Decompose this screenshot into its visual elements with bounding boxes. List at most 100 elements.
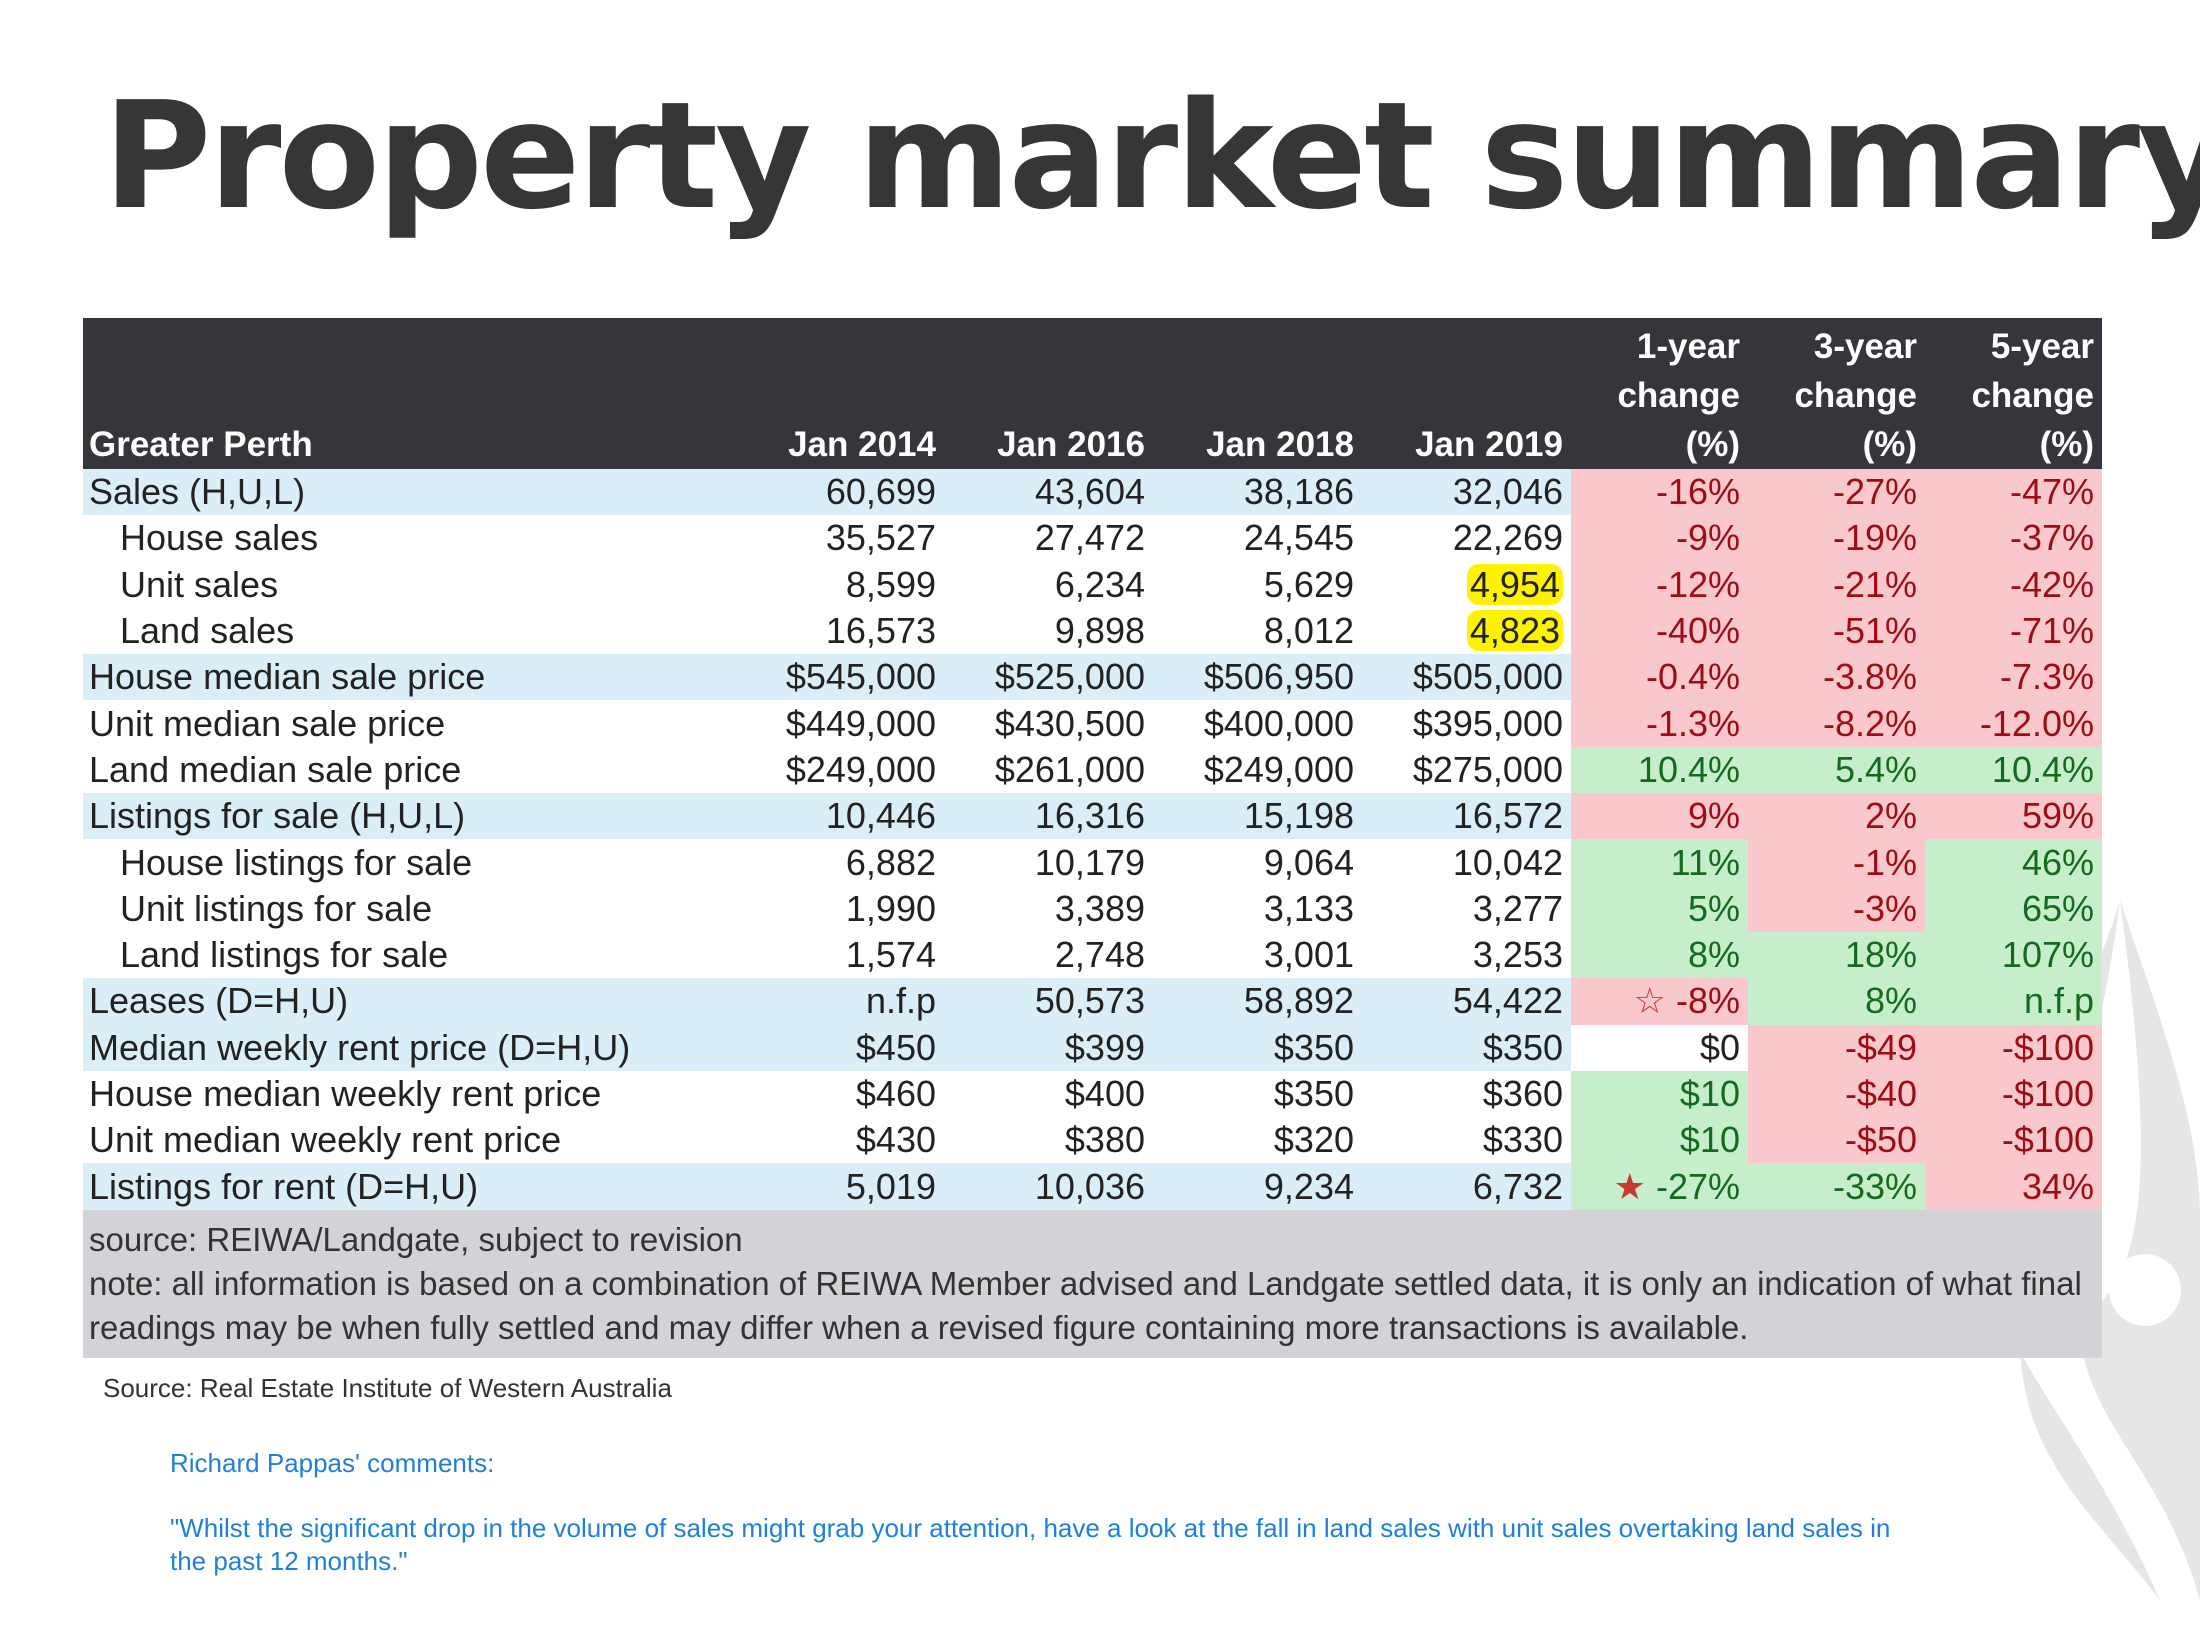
row-label: Listings for sale (H,U,L) (83, 793, 735, 840)
value-cell: 58,892 (1153, 978, 1362, 1025)
value-cell: $450 (735, 1024, 944, 1071)
table-row: House listings for sale 6,882 10,179 9,064 1… (83, 839, 2102, 886)
change-cell: -7.3% (1925, 654, 2102, 701)
change-cell: 18% (1748, 931, 1925, 979)
change-cell: 34% (1925, 1163, 2102, 1210)
column-header: Jan 2016 (944, 318, 1153, 469)
value-cell: 10,179 (1034, 841, 1145, 883)
change-value: -27% (1655, 1165, 1740, 1207)
value-cell: 10,036 (944, 1163, 1153, 1210)
row-label: Land listings for sale (120, 934, 449, 976)
table-row: Listings for sale (H,U,L) 10,446 16,316 15,… (83, 793, 2102, 840)
change-cell: -1% (1748, 839, 1925, 886)
value-cell: $320 (1273, 1119, 1354, 1161)
table-row: Unit sales 8,599 6,234 5,629 4,954 -12% -21% -4… (83, 561, 2102, 608)
value-cell: $275,000 (1412, 748, 1563, 790)
highlighted-value: 4,823 (1466, 610, 1563, 652)
value-cell: 16,316 (944, 793, 1153, 840)
value-cell: 9,064 (1263, 841, 1354, 883)
footer-note: note: all information is based on a comb… (89, 1264, 2082, 1346)
table-row: Unit median sale price $449,000 $430,500 $4… (83, 700, 2102, 747)
change-cell: 107% (1925, 931, 2102, 979)
value-cell: $506,950 (1153, 654, 1362, 701)
table-row: House median sale price $545,000 $525,000 $… (83, 654, 2102, 701)
value-cell: 22,269 (1452, 517, 1563, 559)
table-row: Land sales 16,573 9,898 8,012 4,823 -40% -51% -… (83, 607, 2102, 655)
value-cell: 6,234 (1054, 563, 1145, 605)
row-label: Unit median sale price (89, 702, 446, 744)
row-label: Unit median weekly rent price (89, 1119, 562, 1161)
value-cell: 3,133 (1263, 887, 1354, 929)
value-cell: $249,000 (785, 748, 936, 790)
change-cell: 9% (1571, 793, 1748, 840)
change-cell: $10 (1571, 1070, 1748, 1118)
row-label: Unit listings for sale (120, 887, 433, 929)
table-row: Land median sale price $249,000 $261,000 $2… (83, 746, 2102, 794)
value-cell: 6,882 (845, 841, 936, 883)
value-cell: 4,954 (1362, 562, 1571, 608)
value-cell: $360 (1482, 1073, 1563, 1114)
table-row: Land listings for sale 1,574 2,748 3,001 3,2… (83, 931, 2102, 979)
table-row: Unit listings for sale 1,990 3,389 3,133 3,2… (83, 885, 2102, 932)
value-cell: 24,545 (1243, 517, 1354, 559)
change-cell: $0 (1571, 1024, 1748, 1071)
table-row: Unit median weekly rent price $430 $380 $32… (83, 1117, 2102, 1164)
value-cell: 15,198 (1153, 793, 1362, 840)
value-cell: 32,046 (1362, 469, 1571, 516)
solid-star-icon: ★ (1613, 1165, 1646, 1207)
change-cell: $10 (1571, 1117, 1748, 1164)
comments-body: "Whilst the significant drop in the volu… (170, 1513, 1891, 1576)
change-cell: 10.4% (1925, 746, 2102, 794)
value-cell: 50,573 (944, 978, 1153, 1025)
column-header: Greater Perth (83, 318, 735, 469)
value-cell: 4,823 (1362, 608, 1571, 654)
change-cell: -42% (1925, 561, 2102, 608)
change-cell: -19% (1748, 515, 1925, 562)
value-cell: 2,748 (1054, 934, 1145, 976)
value-cell: $261,000 (994, 748, 1145, 790)
change-cell: -27% (1748, 469, 1925, 516)
row-label: House sales (120, 517, 319, 559)
table-footer-row: source: REIWA/Landgate, subject to revis… (83, 1209, 2102, 1358)
change-cell: -9% (1571, 515, 1748, 562)
table-row: Leases (D=H,U) n.f.p 50,573 58,892 54,422 ☆ -… (83, 978, 2102, 1025)
change-cell: -$100 (1925, 1070, 2102, 1118)
table-footer: source: REIWA/Landgate, subject to revis… (83, 1209, 2102, 1358)
column-header: Jan 2018 (1153, 318, 1362, 469)
change-cell: 8% (1748, 978, 1925, 1025)
value-cell: 54,422 (1362, 978, 1571, 1025)
change-cell: -1.3% (1571, 700, 1748, 747)
row-label: Land sales (120, 610, 295, 652)
value-cell: $249,000 (1203, 748, 1354, 790)
change-cell: ★ -27% (1571, 1163, 1748, 1210)
change-cell: -$100 (1925, 1117, 2102, 1164)
change-cell: -37% (1925, 515, 2102, 562)
highlighted-value: 4,954 (1466, 563, 1563, 605)
change-cell: -12.0% (1925, 700, 2102, 747)
column-header-5-year: 5-year change (%) (1925, 318, 2102, 469)
value-cell: 8,599 (845, 563, 936, 605)
value-cell: 60,699 (735, 469, 944, 516)
value-cell: 3,253 (1472, 934, 1563, 976)
row-label: House median weekly rent price (89, 1073, 602, 1114)
change-cell: -51% (1748, 607, 1925, 655)
row-label: Unit sales (120, 563, 279, 605)
change-cell: 5% (1571, 885, 1748, 932)
change-cell: -3% (1748, 885, 1925, 932)
row-label: House listings for sale (120, 841, 473, 883)
change-cell: -33% (1748, 1163, 1925, 1210)
value-cell: 16,572 (1362, 793, 1571, 840)
value-cell: 27,472 (1034, 517, 1145, 559)
table-row: House sales 35,527 27,472 24,545 22,269 -9% -1… (83, 515, 2102, 562)
value-cell: $400 (1064, 1073, 1145, 1114)
change-value: -8% (1675, 980, 1740, 1022)
value-cell: $330 (1482, 1119, 1563, 1161)
comments-heading: Richard Pappas' comments: (170, 1448, 495, 1478)
change-cell: 8% (1571, 931, 1748, 979)
row-label: Sales (H,U,L) (83, 469, 735, 516)
row-label: Land median sale price (89, 748, 462, 790)
change-cell: 5.4% (1748, 746, 1925, 794)
hollow-star-icon: ☆ (1633, 980, 1666, 1022)
page-title: Property market summary (103, 70, 2200, 242)
value-cell: $525,000 (944, 654, 1153, 701)
